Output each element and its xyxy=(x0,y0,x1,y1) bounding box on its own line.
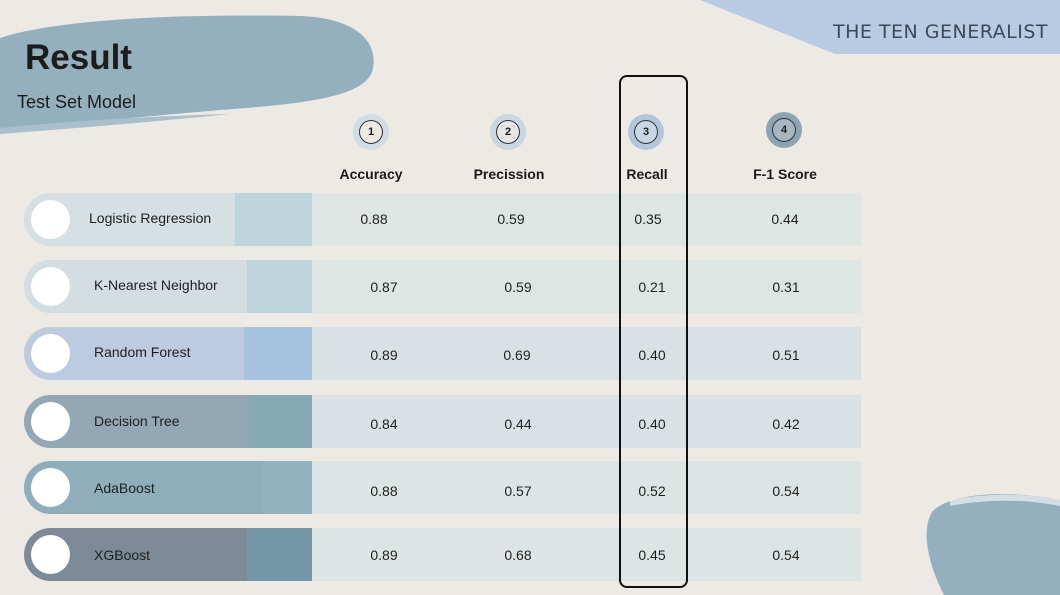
recall-value: 0.40 xyxy=(638,347,666,363)
precision-value: 0.57 xyxy=(504,483,532,499)
model-name: Random Forest xyxy=(94,344,191,360)
model-bullet xyxy=(31,535,70,574)
f1-value: 0.31 xyxy=(772,279,800,295)
precision-value: 0.69 xyxy=(503,347,531,363)
row-band xyxy=(312,395,861,448)
column-header-f1-score: F-1 Score xyxy=(753,166,817,182)
model-bullet xyxy=(31,402,70,441)
corner-brush-streak xyxy=(950,494,1060,506)
accuracy-value: 0.88 xyxy=(360,211,388,227)
row-band xyxy=(312,260,861,313)
step-f1-score: 4 xyxy=(766,112,802,148)
pill-tail xyxy=(247,528,312,581)
recall-value: 0.52 xyxy=(638,483,666,499)
model-name: AdaBoost xyxy=(94,480,155,496)
model-pill: K-Nearest Neighbor xyxy=(24,260,312,313)
model-name: Decision Tree xyxy=(94,413,180,429)
f1-value: 0.54 xyxy=(772,483,800,499)
column-header-precision: Precission xyxy=(473,166,545,182)
pill-tail xyxy=(235,193,312,246)
brand-name: THE TEN GENERALIST xyxy=(832,21,1048,43)
model-pill: Decision Tree xyxy=(24,395,312,448)
model-pill: Random Forest xyxy=(24,327,312,380)
row-band xyxy=(312,193,861,246)
step-number: 4 xyxy=(772,118,796,142)
model-pill: Logistic Regression xyxy=(24,193,312,246)
model-bullet xyxy=(31,267,70,306)
accuracy-value: 0.88 xyxy=(370,483,398,499)
step-number: 2 xyxy=(496,120,520,144)
pill-tail xyxy=(249,395,312,448)
corner-brush-stroke xyxy=(926,494,1060,595)
precision-value: 0.59 xyxy=(504,279,532,295)
page-title: Result xyxy=(25,38,132,77)
model-pill: XGBoost xyxy=(24,528,312,581)
row-band xyxy=(312,461,861,514)
model-bullet xyxy=(31,334,70,373)
pill-tail xyxy=(244,327,312,380)
f1-value: 0.54 xyxy=(772,547,800,563)
recall-value: 0.45 xyxy=(638,547,666,563)
model-bullet xyxy=(31,200,70,239)
step-accuracy: 1 xyxy=(353,114,389,150)
step-number: 3 xyxy=(634,120,658,144)
model-name: K-Nearest Neighbor xyxy=(94,277,218,293)
recall-value: 0.35 xyxy=(634,211,662,227)
model-name: XGBoost xyxy=(94,547,151,563)
row-band xyxy=(312,528,861,581)
model-bullet xyxy=(31,468,70,507)
step-recall: 3 xyxy=(628,114,664,150)
pill-tail xyxy=(262,461,312,514)
precision-value: 0.44 xyxy=(504,416,532,432)
recall-value: 0.21 xyxy=(638,279,666,295)
accuracy-value: 0.84 xyxy=(370,416,398,432)
step-number: 1 xyxy=(359,120,383,144)
accuracy-value: 0.87 xyxy=(370,279,398,295)
f1-value: 0.51 xyxy=(772,347,800,363)
page-subtitle: Test Set Model xyxy=(17,92,137,112)
title-brush-stroke xyxy=(0,15,374,130)
model-name: Logistic Regression xyxy=(89,210,212,226)
column-header-accuracy: Accuracy xyxy=(339,166,403,182)
accuracy-value: 0.89 xyxy=(370,347,398,363)
recall-value: 0.40 xyxy=(638,416,666,432)
corner-triangle xyxy=(700,0,1060,54)
row-band xyxy=(312,327,861,380)
step-precision: 2 xyxy=(490,114,526,150)
accuracy-value: 0.89 xyxy=(370,547,398,563)
precision-value: 0.68 xyxy=(504,547,532,563)
f1-value: 0.44 xyxy=(771,211,799,227)
f1-value: 0.42 xyxy=(772,416,800,432)
title-brush-streak xyxy=(0,114,230,134)
precision-value: 0.59 xyxy=(497,211,525,227)
model-pill: AdaBoost xyxy=(24,461,312,514)
recall-column-highlight xyxy=(619,75,688,588)
column-header-recall: Recall xyxy=(626,166,668,182)
pill-tail xyxy=(247,260,312,313)
